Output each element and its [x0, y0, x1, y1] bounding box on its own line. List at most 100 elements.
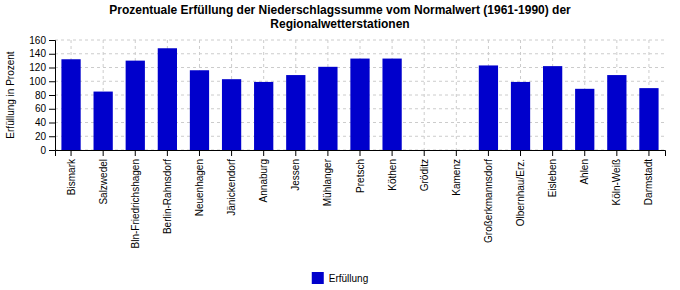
tick-mark [360, 150, 361, 156]
title-line: Regionalwetterstationen [270, 17, 409, 31]
tick-mark [263, 150, 264, 156]
tick: 0 [40, 145, 55, 156]
tick-label: Eisleben [547, 159, 558, 197]
tick-mark [71, 150, 72, 156]
tick: 60 [35, 103, 55, 114]
tick-mark [135, 150, 136, 156]
tick-label: Bln-Friedrichshagen [130, 159, 141, 249]
axis-line [56, 151, 666, 157]
grid-line-x [456, 40, 457, 150]
y-axis: 0 20 40 60 80 100 120 140 160 [29, 35, 55, 156]
bar [382, 59, 401, 150]
tick: Olbernhau/Erz. [515, 150, 526, 226]
tick-label: Olbernhau/Erz. [515, 159, 526, 226]
tick: Berlin-Rahnsdorf [162, 150, 173, 234]
bar [639, 88, 658, 150]
bar [447, 150, 466, 151]
tick-mark [103, 150, 104, 156]
tick-label: Mühlanger [322, 158, 333, 206]
tick: Darmstadt [643, 150, 654, 205]
bar [511, 82, 530, 150]
tick-mark [49, 68, 55, 69]
tick-mark [295, 150, 296, 156]
bar [286, 75, 305, 150]
bar [126, 61, 145, 150]
tick: 120 [29, 62, 55, 73]
tick-label: 20 [35, 131, 47, 142]
tick-mark [167, 150, 168, 156]
tick-label: Kamenz [451, 159, 462, 196]
x-axis: Bismark Salzwedel Bln-Friedrichshagen Berli… [56, 150, 666, 249]
title-line: Prozentuale Erfüllung der Niederschlagss… [109, 3, 571, 17]
bar [254, 82, 273, 150]
tick-label: 140 [29, 48, 46, 59]
tick: Bismark [66, 150, 77, 195]
bar [479, 65, 498, 150]
legend-item: Erfüllung [312, 272, 368, 284]
tick-label: Köthen [387, 159, 398, 191]
tick-label: Darmstadt [643, 159, 654, 205]
tick: Neuenhagen [194, 150, 205, 216]
tick-label: Pretsch [355, 159, 366, 193]
tick: Jänickendorf [226, 150, 237, 216]
tick: Gröditz [419, 150, 430, 191]
tick-mark [231, 150, 232, 156]
tick: Mühlanger [322, 150, 333, 206]
tick-label: Bismark [66, 158, 77, 195]
bar [415, 150, 434, 151]
bar [222, 79, 241, 150]
tick-mark [49, 54, 55, 55]
bar [318, 67, 337, 150]
bar [543, 66, 562, 150]
tick-mark [392, 150, 393, 156]
bars [61, 48, 658, 150]
grid [55, 40, 665, 150]
tick: Eisleben [547, 150, 558, 197]
tick-mark [49, 40, 55, 41]
tick-mark [49, 81, 55, 82]
tick-label: Berlin-Rahnsdorf [162, 159, 173, 234]
tick: 80 [35, 90, 55, 101]
tick-label: 40 [35, 117, 47, 128]
tick: Kamenz [451, 150, 462, 196]
tick-mark [49, 123, 55, 124]
tick-mark [584, 150, 585, 156]
legend-label: Erfüllung [329, 273, 368, 284]
tick-mark [327, 150, 328, 156]
tick-label: 120 [29, 62, 46, 73]
tick-label: 100 [29, 76, 46, 87]
tick: 20 [35, 131, 55, 142]
y-axis-title: Erfüllung in Prozent [5, 51, 16, 138]
tick: 140 [29, 48, 55, 59]
tick-label: Jänickendorf [226, 159, 237, 216]
tick-mark [199, 150, 200, 156]
tick: Pretsch [355, 150, 366, 193]
tick: Bln-Friedrichshagen [130, 150, 141, 249]
tick-label: Neuenhagen [194, 159, 205, 216]
tick: 100 [29, 76, 55, 87]
bar [158, 48, 177, 150]
title: Prozentuale Erfüllung der Niederschlagss… [109, 3, 571, 31]
bar [190, 70, 209, 150]
tick-mark [424, 150, 425, 156]
tick-label: Jessen [290, 159, 301, 191]
tick: Jessen [290, 150, 301, 191]
bar [350, 59, 369, 150]
tick-label: Gröditz [419, 159, 430, 191]
tick-mark [520, 150, 521, 156]
tick-mark [456, 150, 457, 156]
legend-swatch [312, 272, 324, 284]
tick-label: Großerkmannsdorf [483, 159, 494, 243]
axis-line [49, 41, 56, 151]
tick-label: Salzwedel [98, 159, 109, 205]
tick-label: 80 [35, 90, 47, 101]
tick-label: Ahlen [579, 159, 590, 185]
tick-label: 160 [29, 35, 46, 46]
tick: Ahlen [579, 150, 590, 185]
tick: 40 [35, 117, 55, 128]
plot: 0 20 40 60 80 100 120 140 160 Bismark Salzwedel Bln… [29, 35, 665, 249]
legend: Erfüllung [312, 272, 368, 284]
chart: Prozentuale Erfüllung der Niederschlagss… [0, 0, 680, 290]
tick: Köln-Weiß [611, 150, 622, 206]
tick-label: Köln-Weiß [611, 159, 622, 206]
